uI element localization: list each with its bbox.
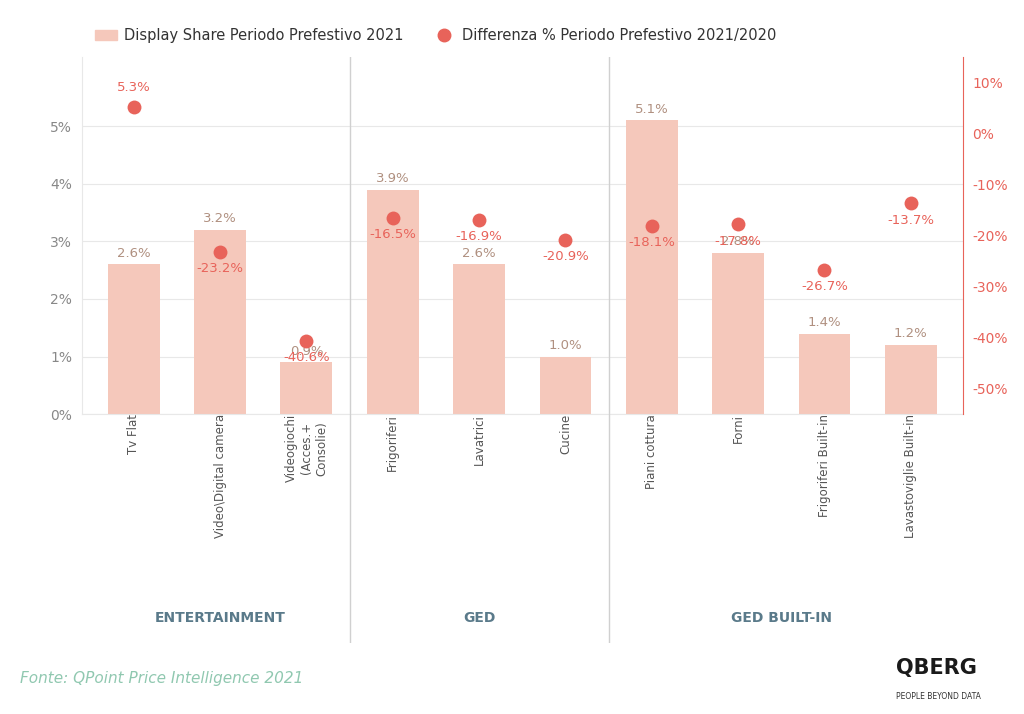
- Text: Cucine: Cucine: [559, 414, 572, 454]
- Text: Forni: Forni: [731, 414, 744, 443]
- Text: Video\Digital camera: Video\Digital camera: [214, 414, 226, 538]
- Text: 3.2%: 3.2%: [203, 212, 237, 225]
- Text: -13.7%: -13.7%: [887, 213, 934, 226]
- Text: -17.8%: -17.8%: [715, 235, 762, 248]
- Text: -23.2%: -23.2%: [197, 262, 244, 275]
- Text: Piani cottura: Piani cottura: [645, 414, 658, 489]
- Text: Lavastoviglie Built-in: Lavastoviglie Built-in: [904, 414, 918, 538]
- Text: 5.3%: 5.3%: [117, 81, 151, 94]
- Text: -40.6%: -40.6%: [283, 351, 330, 364]
- Bar: [799, 333, 850, 414]
- Text: -16.5%: -16.5%: [370, 228, 416, 241]
- Legend: Display Share Periodo Prefestivo 2021, Differenza % Periodo Prefestivo 2021/2020: Display Share Periodo Prefestivo 2021, D…: [89, 22, 782, 49]
- Text: Videogiochi
(Acces.+
Consolie): Videogiochi (Acces.+ Consolie): [285, 414, 328, 483]
- Text: 0.9%: 0.9%: [290, 345, 324, 358]
- Point: [212, 246, 228, 258]
- Text: 2.6%: 2.6%: [462, 247, 496, 260]
- Text: 2.8%: 2.8%: [721, 236, 755, 248]
- Point: [643, 220, 659, 231]
- Text: -26.7%: -26.7%: [801, 280, 848, 293]
- Point: [385, 212, 401, 223]
- Bar: [195, 230, 246, 414]
- Text: ENTERTAINMENT: ENTERTAINMENT: [155, 610, 286, 625]
- Point: [126, 101, 142, 112]
- Text: 1.0%: 1.0%: [549, 339, 583, 352]
- Bar: [281, 362, 333, 414]
- Bar: [626, 121, 678, 414]
- Text: PEOPLE BEYOND DATA: PEOPLE BEYOND DATA: [896, 692, 981, 700]
- Point: [730, 218, 746, 230]
- Text: Fonte: QPoint Price Intelligence 2021: Fonte: QPoint Price Intelligence 2021: [20, 670, 304, 686]
- Text: 1.4%: 1.4%: [808, 316, 842, 329]
- Text: 5.1%: 5.1%: [635, 103, 669, 116]
- Bar: [454, 264, 505, 414]
- Point: [298, 335, 314, 346]
- Point: [902, 198, 919, 209]
- Point: [471, 214, 487, 226]
- Text: 3.9%: 3.9%: [376, 172, 410, 185]
- Text: Lavatrici: Lavatrici: [472, 414, 485, 465]
- Text: 2.6%: 2.6%: [117, 247, 151, 260]
- Bar: [712, 253, 764, 414]
- Text: Frigoriferi Built-in: Frigoriferi Built-in: [818, 414, 830, 517]
- Text: GED: GED: [463, 610, 496, 625]
- Text: GED BUILT-IN: GED BUILT-IN: [731, 610, 831, 625]
- Text: Tv Flat: Tv Flat: [127, 414, 140, 454]
- Text: -20.9%: -20.9%: [542, 251, 589, 263]
- Bar: [108, 264, 160, 414]
- Text: -16.9%: -16.9%: [456, 230, 503, 243]
- Text: 1.2%: 1.2%: [894, 328, 928, 341]
- Bar: [885, 345, 937, 414]
- Text: QBERG: QBERG: [896, 658, 977, 678]
- Text: -18.1%: -18.1%: [629, 236, 675, 249]
- Text: Frigoriferi: Frigoriferi: [386, 414, 399, 471]
- Bar: [367, 189, 419, 414]
- Bar: [540, 356, 591, 414]
- Point: [557, 234, 573, 246]
- Point: [816, 264, 833, 276]
